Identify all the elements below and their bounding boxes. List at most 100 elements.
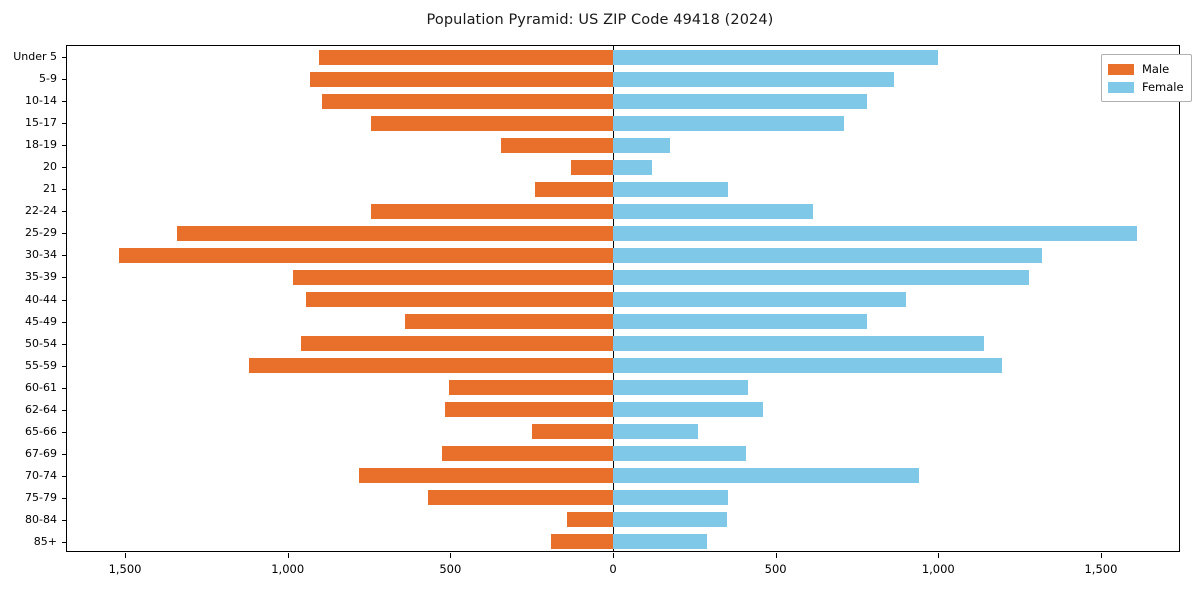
bar-female-18-19 [613,137,670,153]
bar-female-55-59 [613,358,1002,374]
y-axis-tick [62,255,67,257]
y-axis-label-67-69: 67-69 [25,446,57,460]
y-axis-tick [62,343,67,345]
y-axis-tick [62,365,67,367]
y-axis-tick [62,145,67,147]
bar-female-80-84 [613,512,727,528]
bar-male-85- [551,534,613,550]
x-axis-label: 1,000 [271,562,305,576]
bar-male-40-44 [305,292,613,307]
y-axis-label-45-49: 45-49 [25,314,57,328]
y-axis-label-10-14: 10-14 [25,94,57,108]
bar-male-65-66 [531,424,613,440]
x-axis-tick [938,553,940,558]
y-axis-tick [62,233,67,235]
x-axis-tick [613,553,614,558]
bar-male-55-59 [248,358,613,374]
legend-label-female: Female [1142,80,1184,94]
y-axis-label-35-39: 35-39 [25,270,57,284]
y-axis-label-50-54: 50-54 [25,336,57,350]
y-axis-label-22-24: 22-24 [25,204,57,218]
y-axis-tick [62,497,67,499]
bar-male-18-19 [500,137,613,153]
bar-female-20 [613,159,653,175]
y-axis-tick [62,277,67,279]
legend-label-male: Male [1142,62,1170,76]
bar-female-35-39 [613,269,1030,285]
bar-male-under-5 [318,49,613,65]
x-axis-label: 500 [764,562,787,576]
y-axis-label-under-5: Under 5 [13,50,57,64]
bar-female-15-17 [613,115,844,131]
x-axis-tick [287,553,289,558]
plot-area: 85+ 80-84 75-79 70-74 67-69 65-66 62-64 60-61 55… [13,45,1180,576]
bar-male-10-14 [321,93,613,109]
bar-female-70-74 [613,468,919,484]
bar-female-10-14 [613,93,867,109]
y-axis-label-5-9: 5-9 [39,72,57,86]
legend-swatch-male-icon [1108,63,1134,75]
chart-title: Population Pyramid: US ZIP Code 49418 (2… [426,12,774,28]
legend-item-male: Male [1108,60,1184,78]
bar-male-35-39 [292,269,613,285]
bar-female-75-79 [613,490,729,506]
y-axis-tick [62,387,67,389]
bar-male-20 [570,159,613,175]
y-axis-tick [62,541,67,543]
x-axis-label: 1,500 [1084,562,1118,576]
y-axis-tick [62,453,67,455]
bar-male-67-69 [442,446,613,462]
chart-legend: Male Female [1101,54,1192,102]
bar-female-22-24 [613,203,814,219]
bar-male-25-29 [177,225,613,241]
bar-female-85- [613,534,708,550]
bar-male-21 [534,181,613,197]
y-axis-label-21: 21 [43,182,57,196]
y-axis-tick [62,519,67,521]
x-axis-tick [775,553,777,558]
x-axis-label: 500 [439,562,462,576]
bar-male-5-9 [310,71,613,87]
bar-male-70-74 [359,468,613,484]
y-axis-label-65-66: 65-66 [25,424,57,438]
y-axis-label-60-61: 60-61 [25,380,57,394]
y-axis-label-85-: 85+ [33,534,57,548]
y-axis-label-20: 20 [43,160,57,174]
legend-swatch-female-icon [1108,81,1134,93]
y-axis-tick [62,167,67,169]
bar-male-22-24 [370,203,613,219]
y-axis-tick [62,431,67,433]
bar-male-62-64 [445,402,613,418]
bar-female-25-29 [613,225,1137,241]
bar-female-5-9 [613,71,895,87]
y-axis-tick [62,211,67,213]
legend-item-female: Female [1108,78,1184,96]
x-axis-label: 0 [609,562,617,576]
bar-female-67-69 [613,446,747,462]
bar-female-60-61 [613,380,748,396]
y-axis-tick [62,189,67,191]
bar-female-21 [613,181,729,197]
y-axis-label-55-59: 55-59 [25,358,57,372]
bar-female-40-44 [613,292,906,307]
bar-female-45-49 [613,314,867,330]
y-axis-label-80-84: 80-84 [25,512,57,526]
bar-male-45-49 [404,314,613,330]
bar-male-80-84 [567,512,613,528]
y-axis-label-62-64: 62-64 [25,402,57,416]
y-axis-label-30-34: 30-34 [25,248,57,262]
y-axis-label-25-29: 25-29 [25,226,57,240]
y-axis-label-18-19: 18-19 [25,138,57,152]
y-axis-tick [62,321,67,323]
bar-female-65-66 [613,424,698,440]
y-axis-tick [62,123,67,125]
bar-female-62-64 [613,402,763,418]
bar-female-30-34 [613,247,1043,263]
x-axis-label: 1,000 [921,562,955,576]
bar-male-75-79 [427,490,613,506]
x-axis-tick [450,553,452,558]
bar-male-15-17 [370,115,613,131]
x-axis-label: 1,500 [108,562,142,576]
y-axis-tick [62,101,67,103]
